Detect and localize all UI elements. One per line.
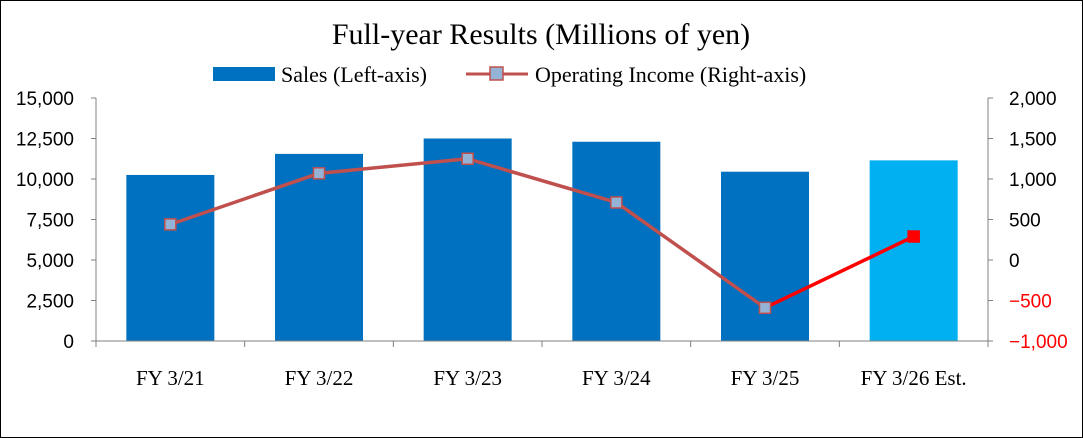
category-label: FY 3/22 [285, 366, 354, 390]
legend-swatch-sales [213, 67, 275, 81]
operating-income-segment [465, 157, 619, 205]
operating-income-point [164, 218, 177, 231]
category-label: FY 3/25 [731, 366, 800, 390]
operating-income-point [312, 167, 326, 180]
left-tick-label: 0 [63, 332, 74, 353]
legend-label-operating-income: Operating Income (Right-axis) [535, 62, 806, 87]
legend-marker-operating-income [489, 66, 504, 81]
operating-income-segment [614, 200, 767, 310]
left-tick-label: 12,500 [16, 130, 74, 151]
operating-income-point [907, 230, 920, 243]
sales-bar [126, 174, 215, 341]
right-tick-label: 2,000 [1009, 89, 1057, 110]
chart-title: Full-year Results (Millions of yen) [332, 18, 750, 51]
category-label: FY 3/23 [433, 366, 502, 390]
left-tick-label: 5,000 [26, 251, 74, 272]
left-tick-label: 7,500 [26, 211, 74, 232]
right-tick-label: 1,500 [1009, 130, 1057, 151]
category-label: FY 3/24 [582, 366, 651, 390]
plot-area: 0 2,500 5,000 7,500 10,000 12,500 15,000 −1,000… [16, 89, 1068, 390]
operating-income-point [461, 152, 474, 165]
left-tick-label: 15,000 [16, 89, 74, 110]
right-tick-label: 500 [1009, 211, 1041, 232]
right-tick-label: 0 [1009, 251, 1020, 272]
legend-label-sales: Sales (Left-axis) [281, 62, 427, 87]
operating-income-segment [763, 234, 916, 310]
left-tick-label: 10,000 [16, 170, 74, 191]
sales-bar [721, 171, 809, 341]
right-tick-label: −500 [1009, 292, 1052, 313]
operating-income-segment [168, 171, 321, 227]
operating-income-segment [317, 157, 470, 176]
legend: Sales (Left-axis) Operating Income (Righ… [213, 62, 806, 87]
category-label: FY 3/21 [136, 366, 205, 390]
right-tick-label: 1,000 [1009, 170, 1057, 191]
operating-income-point [758, 301, 772, 315]
category-label: FY 3/26 Est. [861, 366, 967, 390]
operating-income-point [610, 196, 623, 209]
right-tick-label: −1,000 [1009, 332, 1068, 353]
left-tick-label: 2,500 [26, 292, 74, 313]
sales-bar [572, 141, 661, 341]
sales-bar [423, 138, 512, 341]
sales-bar [275, 153, 363, 341]
